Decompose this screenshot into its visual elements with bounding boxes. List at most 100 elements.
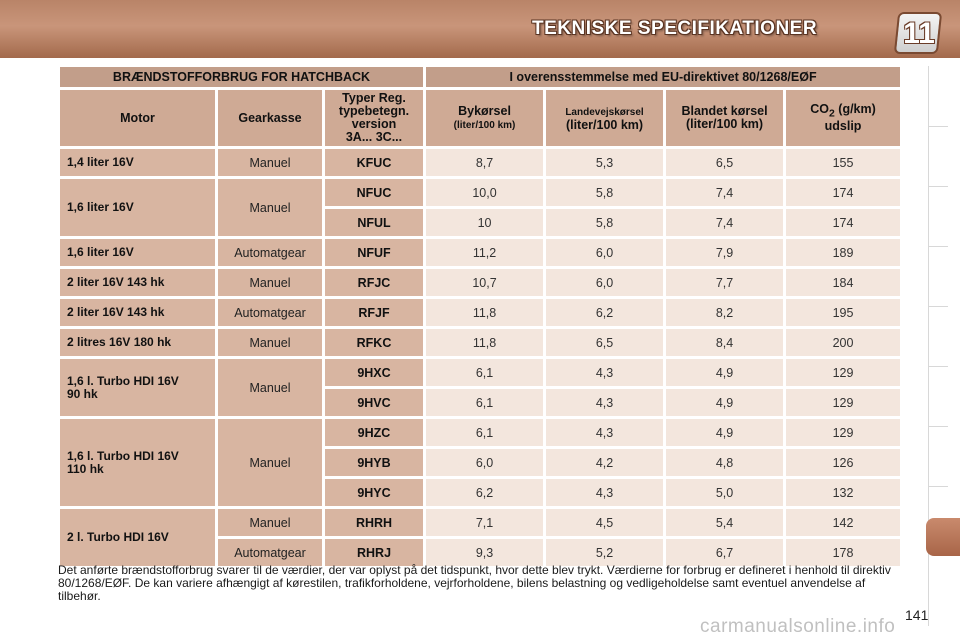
city-value-cell: 10,7 xyxy=(426,269,544,296)
table-row: 1,6 liter 16V Automatgear NFUF 11,2 6,0 7,9 18… xyxy=(60,239,901,266)
co2-value-cell: 132 xyxy=(786,479,901,506)
col-header-road: Landevejskørsel (liter/100 km) xyxy=(546,90,664,146)
city-value-cell: 11,2 xyxy=(426,239,544,266)
side-nav-tick xyxy=(928,126,948,127)
motor-cell: 1,4 liter 16V xyxy=(60,149,215,176)
city-value-cell: 7,1 xyxy=(426,509,544,536)
co2-value-cell: 200 xyxy=(786,329,901,356)
col-header-co2-emission: udslip xyxy=(824,119,862,134)
co2-value-cell: 174 xyxy=(786,209,901,236)
co2-value-cell: 189 xyxy=(786,239,901,266)
watermark: carmanualsonline.info xyxy=(700,616,896,637)
road-value-cell: 6,2 xyxy=(546,299,664,326)
type-code-cell: 9HZC xyxy=(325,419,424,446)
mixed-value-cell: 4,8 xyxy=(666,449,784,476)
type-code-cell: 9HXC xyxy=(325,359,424,386)
table-row: 2 liter 16V 143 hk Manuel RFJC 10,7 6,0 7,7 18… xyxy=(60,269,901,296)
table-row: 2 litres 16V 180 hk Manuel RFKC 11,8 6,5 8,4 2… xyxy=(60,329,901,356)
table-row: NFUL 10 5,8 7,4 174 xyxy=(60,209,901,236)
motor-cell: 1,6 liter 16V xyxy=(60,179,215,236)
motor-label: 1,4 liter 16V xyxy=(67,155,134,169)
motor-cell: 2 liter 16V 143 hk xyxy=(60,269,215,296)
side-nav-tick xyxy=(928,186,948,187)
mixed-value-cell: 4,9 xyxy=(666,359,784,386)
mixed-value-cell: 4,9 xyxy=(666,419,784,446)
city-value-cell: 8,7 xyxy=(426,149,544,176)
type-code-cell: NFUC xyxy=(325,179,424,206)
col-header-mixed: Blandet kørsel (liter/100 km) xyxy=(666,90,784,146)
city-value-cell: 6,2 xyxy=(426,479,544,506)
chapter-number: 11 xyxy=(903,17,935,50)
motor-label: 2 liter 16V 143 hk xyxy=(67,305,165,319)
col-header-type-line: typebetegn. xyxy=(338,104,410,118)
co2-value-cell: 129 xyxy=(786,359,901,386)
type-code-cell: KFUC xyxy=(325,149,424,176)
type-code-cell: RHRH xyxy=(325,509,424,536)
co2-value-cell: 174 xyxy=(786,179,901,206)
mixed-value-cell: 7,7 xyxy=(666,269,784,296)
col-header-co2: CO2 (g/km) udslip xyxy=(786,90,901,146)
gearbox-cell: Automatgear xyxy=(218,539,322,566)
footnote: Det anførte brændstofforbrug svarer til … xyxy=(58,563,891,603)
motor-label: 1,6 liter 16V xyxy=(67,200,134,214)
col-header-mixed-label: Blandet kørsel xyxy=(681,104,768,118)
type-code-cell: 9HYC xyxy=(325,479,424,506)
road-value-cell: 4,2 xyxy=(546,449,664,476)
col-header-co2-label: CO xyxy=(810,101,830,116)
side-nav-tick xyxy=(928,306,948,307)
col-header-gearbox: Gearkasse xyxy=(218,90,322,146)
type-code-cell: NFUF xyxy=(325,239,424,266)
road-value-cell: 5,8 xyxy=(546,179,664,206)
table-row: 1,6 liter 16V Manuel NFUC 10,0 5,8 7,4 174 xyxy=(60,179,901,236)
col-header-co2-subscript: 2 xyxy=(829,108,835,120)
side-nav-tick xyxy=(928,486,948,487)
table-row: 2 liter 16V 143 hk Automatgear RFJF 11,8 6,2… xyxy=(60,299,901,326)
motor-label: 2 l. Turbo HDI 16V xyxy=(67,530,169,544)
mixed-value-cell: 6,5 xyxy=(666,149,784,176)
table-row: 1,6 l. Turbo HDI 16V 90 hk Manuel 9HXC 6,1 4,… xyxy=(60,359,901,416)
type-code-cell: NFUL xyxy=(325,209,424,236)
table-title-left: BRÆNDSTOFFORBRUG FOR HATCHBACK xyxy=(60,67,424,87)
motor-cell: 2 litres 16V 180 hk xyxy=(60,329,215,356)
side-nav-line xyxy=(928,66,929,626)
type-code-cell: 9HVC xyxy=(325,389,424,416)
gearbox-cell: Automatgear xyxy=(218,299,322,326)
road-value-cell: 4,3 xyxy=(546,359,664,386)
mixed-value-cell: 7,4 xyxy=(666,179,784,206)
col-header-motor: Motor xyxy=(60,90,215,146)
co2-value-cell: 126 xyxy=(786,449,901,476)
motor-label: 110 hk xyxy=(67,461,104,476)
co2-value-cell: 129 xyxy=(786,419,901,446)
col-header-city-unit: (liter/100 km) xyxy=(453,119,516,131)
fuel-consumption-table: BRÆNDSTOFFORBRUG FOR HATCHBACK I overens… xyxy=(57,64,903,569)
motor-label: 1,6 liter 16V xyxy=(67,245,134,259)
table-row: 2 l. Turbo HDI 16V Manuel RHRH 7,1 4,5 5,4 142 xyxy=(60,509,901,566)
type-code-cell: 9HYB xyxy=(325,449,424,476)
table-row: 9HYC 6,2 4,3 5,0 132 xyxy=(60,479,901,506)
road-value-cell: 4,5 xyxy=(546,509,664,536)
page-header xyxy=(0,0,960,58)
co2-value-cell: 129 xyxy=(786,389,901,416)
mixed-value-cell: 7,9 xyxy=(666,239,784,266)
city-value-cell: 10,0 xyxy=(426,179,544,206)
page-number: 141 xyxy=(905,607,929,623)
city-value-cell: 11,8 xyxy=(426,329,544,356)
mixed-value-cell: 5,4 xyxy=(666,509,784,536)
motor-cell: 1,6 liter 16V xyxy=(60,239,215,266)
motor-cell: 2 l. Turbo HDI 16V xyxy=(60,509,215,566)
gearbox-cell: Manuel xyxy=(218,419,322,506)
gearbox-cell: Automatgear xyxy=(218,239,322,266)
type-code-cell: RFJF xyxy=(325,299,424,326)
table-row: 1,4 liter 16V Manuel KFUC 8,7 5,3 6,5 155 xyxy=(60,149,901,176)
city-value-cell: 9,3 xyxy=(426,539,544,566)
co2-value-cell: 155 xyxy=(786,149,901,176)
side-nav-active-tab[interactable] xyxy=(926,518,960,556)
motor-cell: 2 liter 16V 143 hk xyxy=(60,299,215,326)
side-nav-tick xyxy=(928,426,948,427)
co2-value-cell: 142 xyxy=(786,509,901,536)
col-header-type: Typer Reg. typebetegn. version 3A... 3C.… xyxy=(325,90,424,146)
mixed-value-cell: 8,4 xyxy=(666,329,784,356)
city-value-cell: 11,8 xyxy=(426,299,544,326)
city-value-cell: 6,1 xyxy=(426,389,544,416)
road-value-cell: 5,8 xyxy=(546,209,664,236)
